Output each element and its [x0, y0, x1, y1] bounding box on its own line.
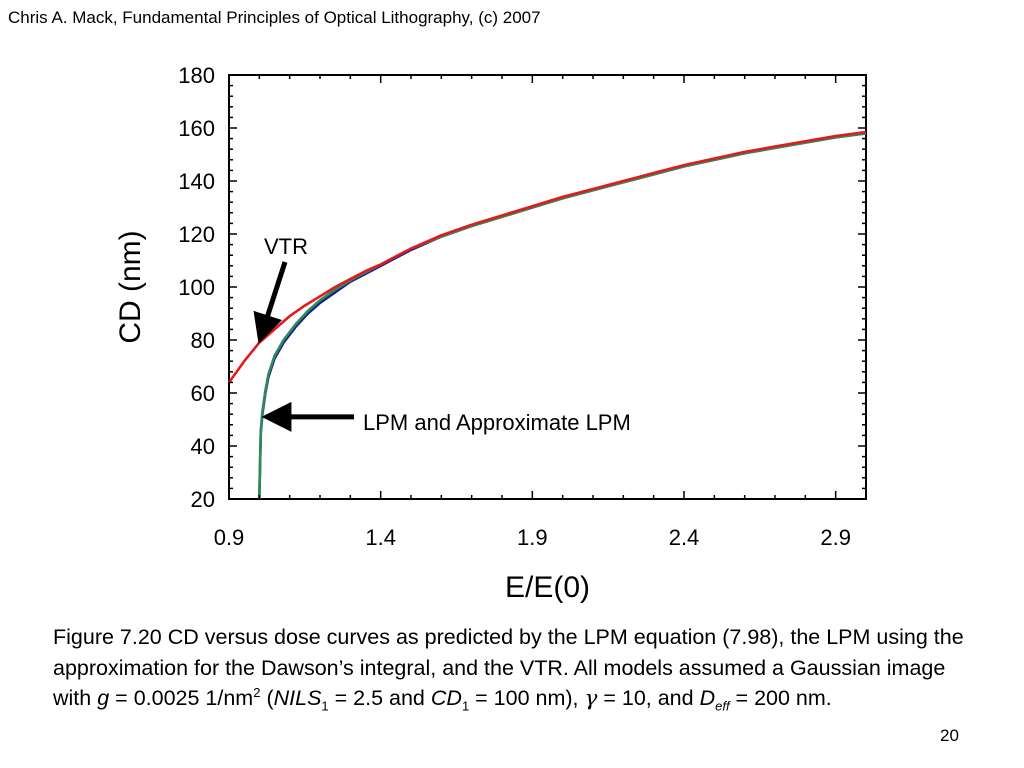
- caption-g-value: = 0.0025 1/nm: [109, 686, 254, 710]
- cd-vs-dose-chart: 20 40 60 80 100 120 140 160 180 0.9 1.4 1.9 2.4 2.9 E/…: [114, 63, 867, 604]
- y-tick-label: 100: [178, 275, 215, 300]
- caption-gamma-value: = 10, and: [597, 686, 700, 710]
- caption-cd-symbol: CD: [430, 686, 462, 710]
- caption-d-symbol: D: [699, 686, 716, 710]
- caption-cd-subscript: 1: [461, 698, 470, 714]
- caption-d-subscript: eff: [715, 698, 730, 714]
- x-tick-label: 0.9: [214, 525, 245, 550]
- caption-d-value: = 200 nm.: [729, 686, 832, 710]
- y-tick-label: 40: [191, 434, 215, 459]
- annotation-vtr-arrow: [253, 261, 288, 344]
- caption-nils-value: = 2.5 and: [328, 686, 431, 710]
- caption-nils-symbol: NILS: [273, 686, 322, 710]
- caption-gamma-symbol: γ: [584, 686, 598, 711]
- y-axis-label: CD (nm): [114, 230, 147, 343]
- x-axis-label: E/E(0): [505, 571, 590, 604]
- caption-g-symbol: g: [97, 686, 110, 710]
- x-tick-label: 2.9: [820, 525, 851, 550]
- y-tick-label: 60: [191, 381, 215, 406]
- page-number: 20: [940, 726, 959, 745]
- y-tick-label: 20: [191, 487, 215, 512]
- annotation-vtr-label: VTR: [264, 234, 308, 259]
- caption-nils-subscript: 1: [321, 698, 329, 714]
- y-tick-label: 140: [178, 169, 215, 194]
- y-tick-label: 120: [178, 222, 215, 247]
- y-tick-label: 160: [178, 116, 215, 141]
- header-credit: Chris A. Mack, Fundamental Principles of…: [8, 8, 541, 27]
- x-tick-label: 1.4: [365, 525, 396, 550]
- caption-nm-exponent: 2: [253, 684, 261, 700]
- series-line-3: [228, 130, 867, 384]
- caption-prefix: Figure 7.20 CD versus dose curves as pre…: [53, 625, 964, 710]
- caption-cd-value: = 100 nm),: [469, 686, 585, 710]
- caption-open-paren: (: [260, 686, 274, 710]
- figure-caption: Figure 7.20 CD versus dose curves as pre…: [53, 622, 983, 715]
- y-tick-label: 80: [191, 328, 215, 353]
- series-line-1: [258, 132, 867, 499]
- series-line-2: [258, 132, 867, 499]
- x-tick-label: 1.9: [517, 525, 548, 550]
- y-tick-label: 180: [178, 63, 215, 88]
- annotation-lpm-label: LPM and Approximate LPM: [363, 410, 631, 435]
- plot-frame: [228, 74, 867, 500]
- x-tick-label: 2.4: [669, 525, 700, 550]
